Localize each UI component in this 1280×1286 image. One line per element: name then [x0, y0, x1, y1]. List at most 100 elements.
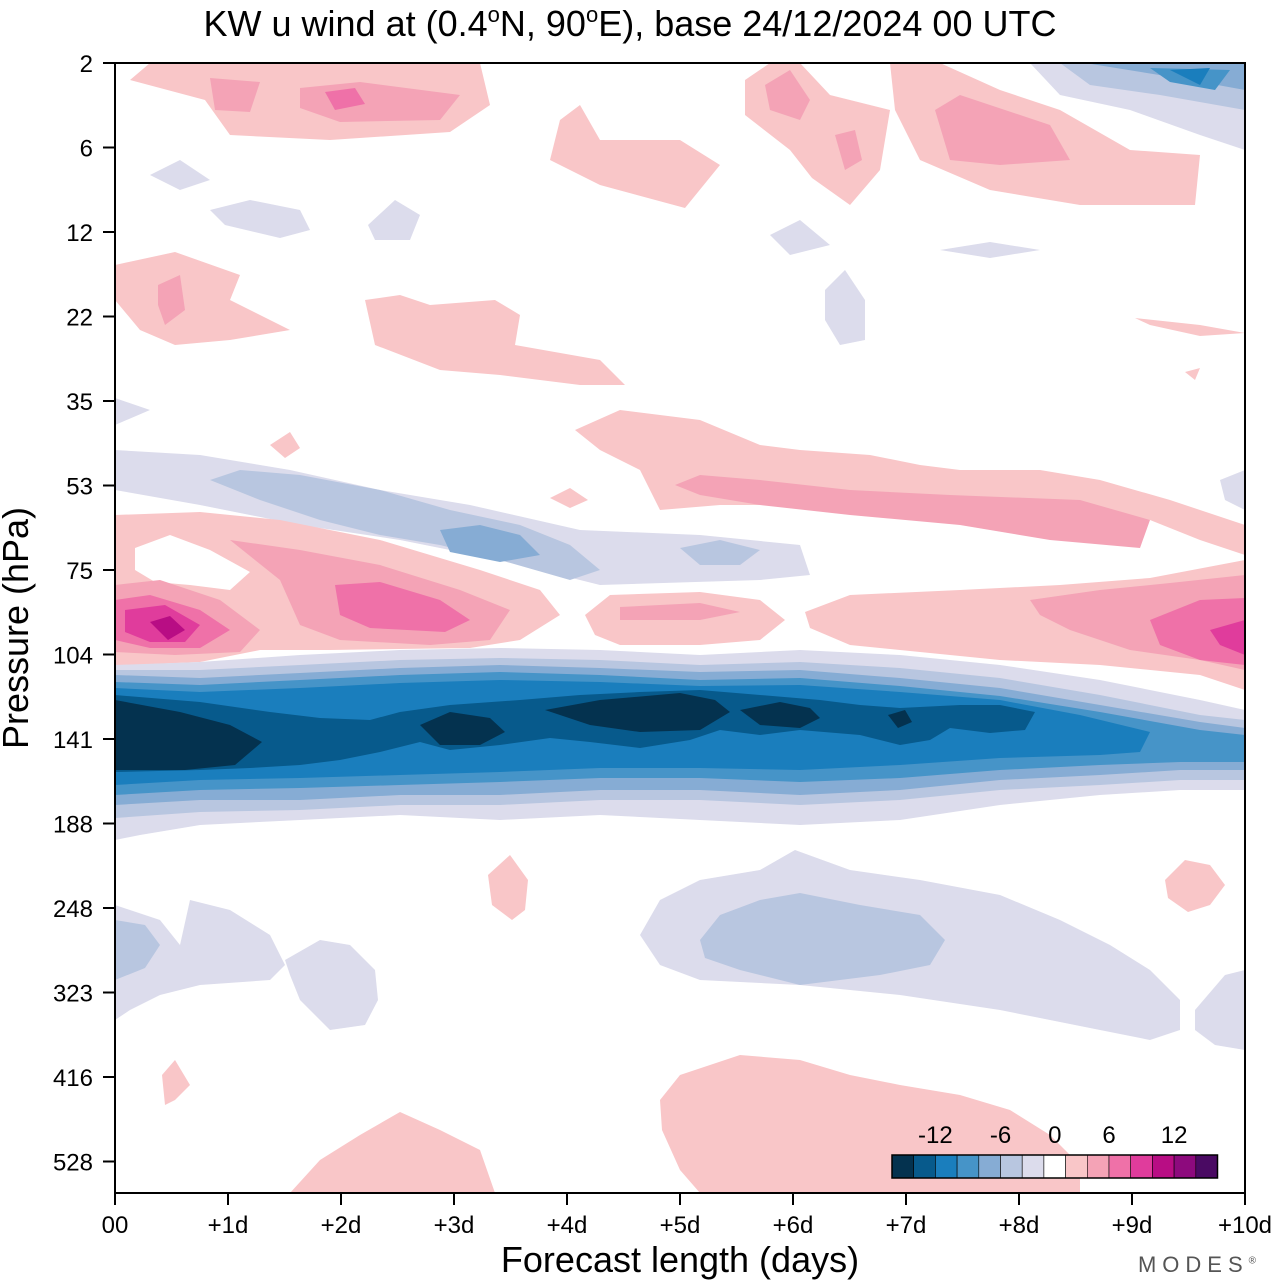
- westerly-patch: [210, 78, 260, 112]
- colorbar-swatch: [891, 1154, 915, 1179]
- westerly-patch: [158, 275, 185, 325]
- y-tick-label: 141: [53, 727, 93, 754]
- westerly-patch: [550, 105, 720, 208]
- westerly-patch: [1165, 860, 1225, 912]
- easterly-patch: [115, 900, 285, 1020]
- easterly-patch: [368, 200, 420, 240]
- chart-title: KW u wind at (0.4oN, 90oE), base 24/12/2…: [203, 2, 1057, 44]
- easterly-patch: [440, 525, 540, 562]
- x-tick-label: +9d: [1112, 1212, 1153, 1239]
- colorbar-swatch: [1108, 1154, 1132, 1179]
- westerly-patch: [488, 855, 528, 920]
- westerly-patch: [550, 488, 588, 508]
- contour-field: [115, 63, 1245, 1193]
- easterly-jet: [888, 710, 912, 728]
- westerly-patch: [270, 432, 300, 458]
- colorbar-label: -6: [990, 1122, 1011, 1149]
- y-tick-label: 12: [66, 220, 93, 247]
- colorbar-swatch: [913, 1154, 936, 1179]
- westerly-patch: [935, 95, 1070, 165]
- colorbar-frame: [891, 1154, 1219, 1179]
- westerly-patch: [335, 582, 470, 632]
- westerly-patch: [575, 410, 1245, 555]
- modes-logo: MODES®: [1137, 1252, 1256, 1277]
- westerly-patch: [765, 70, 810, 120]
- x-tick-label: +6d: [773, 1212, 814, 1239]
- easterly-patch: [680, 540, 760, 565]
- westerly-patch: [1185, 368, 1200, 380]
- colorbar-swatch: [935, 1154, 958, 1179]
- x-tick-label: +5d: [660, 1212, 701, 1239]
- westerly-patch: [290, 1112, 495, 1193]
- colorbar-swatch: [1195, 1154, 1218, 1179]
- westerly-patch: [115, 252, 290, 345]
- x-tick-label: +7d: [886, 1212, 927, 1239]
- y-tick-label: 75: [66, 558, 93, 585]
- colorbar-swatch: [1173, 1154, 1197, 1179]
- colorbar-label: 6: [1102, 1122, 1115, 1149]
- y-tick-label: 416: [53, 1065, 93, 1092]
- colorbar-label: -12: [918, 1122, 953, 1149]
- y-tick-label: 188: [53, 812, 93, 839]
- westerly-patch: [1135, 318, 1245, 336]
- y-tick-label: 104: [53, 643, 93, 670]
- x-tick-label: +1d: [208, 1212, 249, 1239]
- x-tick-label: +10d: [1218, 1212, 1272, 1239]
- westerly-patch: [325, 88, 365, 110]
- easterly-jet: [420, 712, 505, 745]
- westerly-patch: [835, 130, 862, 170]
- x-tick-label: 00: [102, 1212, 129, 1239]
- x-tick-label: +8d: [999, 1212, 1040, 1239]
- easterly-patch: [115, 398, 150, 425]
- westerly-patch: [675, 475, 1150, 548]
- x-axis-label: Forecast length (days): [500, 1239, 860, 1280]
- x-axis: 00 +1d +2d +3d +4d +5d +6d +7d +8d +9d +10d: [102, 1193, 1272, 1239]
- westerly-patch: [365, 295, 625, 385]
- colorbar-label: 12: [1161, 1122, 1188, 1149]
- colorbar-swatch: [1152, 1154, 1175, 1179]
- westerly-patch: [1210, 620, 1245, 655]
- y-tick-label: 248: [53, 896, 93, 923]
- easterly-patch: [940, 242, 1040, 258]
- easterly-patch: [115, 920, 160, 980]
- easterly-patch: [700, 893, 945, 985]
- westerly-patch: [135, 535, 250, 590]
- easterly-patch: [150, 160, 210, 190]
- x-tick-label: +3d: [434, 1212, 475, 1239]
- y-tick-label: 2: [80, 51, 93, 78]
- y-axis: 2 6 12 22 35 53 75 104 141 188 248 323 416 528: [53, 51, 115, 1177]
- y-tick-label: 22: [66, 305, 93, 332]
- easterly-jet: [115, 700, 262, 770]
- colorbar-swatch: [1021, 1154, 1045, 1179]
- easterly-patch: [825, 270, 865, 345]
- colorbar-swatch: [1065, 1154, 1088, 1179]
- westerly-patch: [620, 603, 740, 620]
- colorbar-swatch: [1043, 1154, 1066, 1179]
- y-tick-label: 35: [66, 389, 93, 416]
- y-tick-label: 528: [53, 1150, 93, 1177]
- westerly-patch: [1150, 598, 1245, 665]
- colorbar-swatch: [978, 1154, 1001, 1179]
- easterly-patch: [1195, 970, 1245, 1050]
- colorbar-label: 0: [1048, 1122, 1061, 1149]
- westerly-patch: [162, 1060, 190, 1105]
- easterly-patch: [1170, 68, 1210, 85]
- westerly-patch: [150, 616, 185, 640]
- colorbar-swatch: [956, 1154, 980, 1179]
- easterly-patch: [210, 200, 310, 238]
- y-tick-label: 6: [80, 136, 93, 163]
- x-tick-label: +2d: [321, 1212, 362, 1239]
- y-tick-label: 53: [66, 474, 93, 501]
- easterly-patch: [1220, 470, 1245, 510]
- plot-frame: [114, 62, 1246, 1194]
- x-tick-label: +4d: [547, 1212, 588, 1239]
- y-axis-label: Pressure (hPa): [0, 506, 36, 750]
- y-tick-label: 323: [53, 981, 93, 1008]
- colorbar-swatch: [1000, 1154, 1023, 1179]
- easterly-jet: [545, 693, 730, 732]
- easterly-patch: [285, 940, 378, 1030]
- colorbar-swatch: [1130, 1154, 1153, 1179]
- easterly-jet: [740, 702, 820, 728]
